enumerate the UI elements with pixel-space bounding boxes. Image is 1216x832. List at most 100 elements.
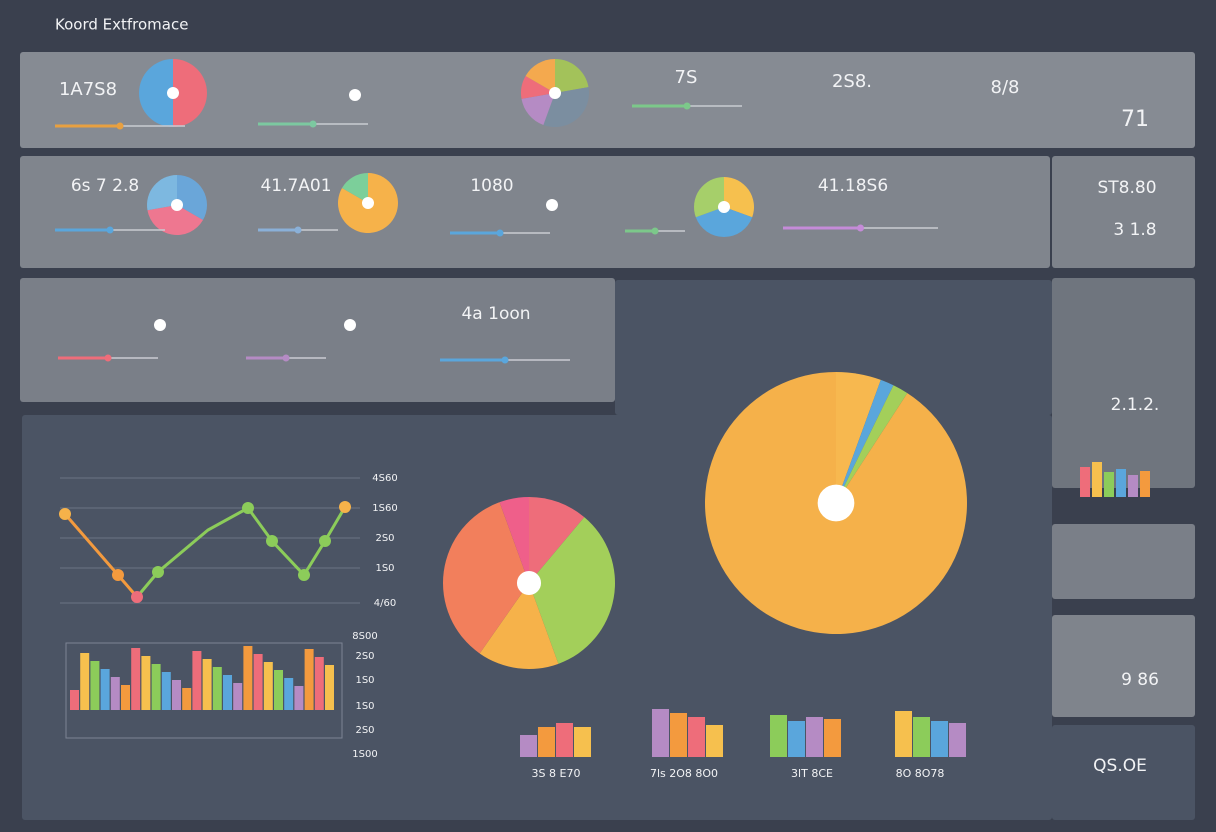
bar [294,686,304,710]
bar [304,649,314,710]
line-point [242,502,254,514]
line-point [59,508,71,520]
pie-slice [694,177,724,218]
pie-slice [724,176,754,218]
bar [1080,467,1090,497]
pie-slice [177,175,207,220]
label: 2S0 [355,651,374,662]
pie-slice [521,76,555,99]
pie-slice [555,59,589,93]
slider-knob [857,224,864,232]
line-point [112,569,124,581]
bar [233,683,243,710]
bar [141,656,151,710]
panel [1052,615,1195,717]
line-point [319,535,331,547]
bar [212,667,222,710]
bar [1128,475,1138,497]
label: 3 1.8 [1113,220,1156,240]
slider-knob [106,226,114,234]
pie-slice [529,517,615,664]
bar [161,672,171,710]
bar [100,669,110,710]
slider-knob [683,102,691,110]
bar [949,723,966,757]
pie-center [516,570,542,596]
bar [652,709,669,757]
bar [314,657,324,710]
panel [1052,156,1195,268]
label: 8S00 [352,631,377,642]
pie-center [154,319,166,331]
slider-knob [104,354,112,362]
label: 2S0 [375,533,394,544]
pie-slice [525,59,555,93]
label: 1S0 [375,563,394,574]
bar [670,713,687,757]
line [135,506,347,598]
panel [1052,524,1195,599]
pie-slice [139,59,173,127]
pie-slice [529,497,585,583]
pie-slice [836,385,908,503]
label: 1S0 [355,701,374,712]
label: 6s 7 2.8 [71,176,139,196]
bar [90,661,100,710]
panel [20,156,1050,268]
bar [202,659,212,710]
bar [284,678,294,710]
pie-slice [147,175,177,211]
bar [243,646,253,710]
label: 9 86 [1121,670,1159,690]
bar [274,670,283,710]
label: 3lT 8CE [791,767,833,780]
bar [706,725,723,757]
line-point [131,591,143,603]
bar [688,717,705,757]
slider-knob [501,356,509,364]
bar [110,677,120,710]
pie-slice [695,207,753,238]
label: 4S60 [372,473,397,484]
label: 1080 [470,176,513,196]
pie-slice [443,502,529,654]
label: 4/60 [374,598,396,609]
label: 7ls 2O8 8O0 [650,767,718,780]
slider-knob [294,226,302,234]
bar [931,721,948,757]
pie-slice [836,379,894,503]
slider-knob [309,120,317,128]
slider-knob [651,227,659,235]
bar-area [65,642,343,739]
bar [806,717,823,757]
bar [1104,472,1114,497]
label: 71 [1121,107,1149,132]
panel [20,278,615,402]
label: 3S 8 E70 [532,767,581,780]
label: ST8.80 [1097,178,1156,198]
bar [788,721,805,757]
label: 1A7S8 [59,79,117,100]
label: 8/8 [991,77,1020,98]
bar [325,665,334,710]
label: 7S [675,67,698,88]
pie-slice [147,205,203,235]
slider-knob [116,122,124,130]
bar [121,685,130,710]
bar [824,719,841,757]
pie-slice [173,59,207,127]
slider-knob [496,229,504,237]
bar [182,688,192,710]
pie-center [167,87,179,99]
pie-center [171,199,183,211]
panel [1052,278,1195,488]
label: 2.1.2. [1111,395,1160,415]
pie-slice [342,173,368,203]
pie-slice [521,93,555,125]
pie-slice [836,372,881,503]
bar [520,735,537,757]
label: QS.OE [1093,756,1147,776]
label: 4a 1oon [461,304,530,324]
bar [574,727,591,757]
label: 2S0 [355,725,374,736]
